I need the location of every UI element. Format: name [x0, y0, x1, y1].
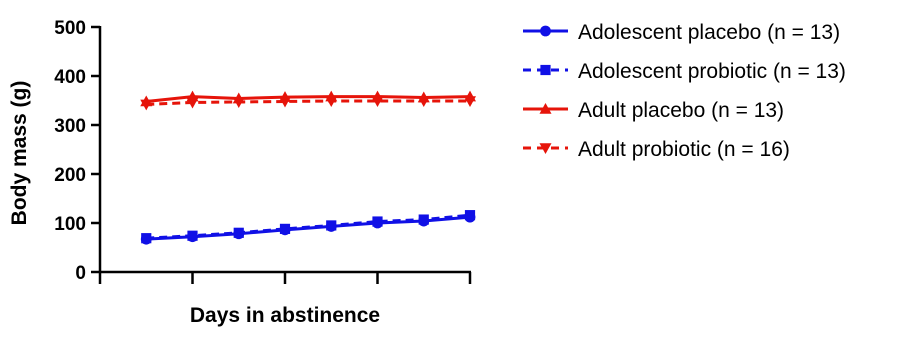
data-point: [371, 96, 384, 107]
legend-label: Adult probiotic (n = 16): [578, 138, 790, 161]
data-point: [539, 103, 552, 114]
x-axis-title: Days in abstinence: [190, 304, 380, 327]
data-point: [232, 97, 245, 108]
y-tick-label: 200: [54, 165, 86, 186]
data-point: [418, 214, 429, 225]
y-tick-label: 0: [75, 263, 86, 284]
data-point: [325, 96, 338, 107]
data-point: [141, 233, 152, 244]
data-point: [372, 216, 383, 227]
data-point: [326, 220, 337, 231]
data-point: [279, 96, 291, 108]
series: [140, 96, 476, 111]
series-line: [146, 99, 470, 106]
legend-item: Adult placebo (n = 13): [523, 99, 784, 122]
data-point: [279, 223, 291, 234]
y-tick-label: 300: [54, 116, 86, 137]
plot-area: [140, 90, 476, 245]
series: [141, 210, 476, 244]
legend-label: Adolescent probiotic (n = 13): [578, 60, 846, 83]
legend-label: Adult placebo (n = 13): [578, 99, 784, 122]
y-axis-title: Body mass (g): [8, 81, 31, 226]
data-point: [540, 64, 551, 76]
data-point: [140, 99, 153, 111]
y-tick-label: 400: [54, 67, 86, 88]
y-tick-label: 500: [54, 18, 86, 39]
data-point: [233, 227, 244, 238]
legend-item: Adult probiotic (n = 16): [523, 138, 790, 161]
data-point: [540, 25, 551, 37]
axes: 0 100 200 300 400 500: [54, 18, 472, 284]
series-line: [146, 95, 471, 103]
legend: Adolescent placebo (n = 13) Adolescent pr…: [523, 21, 846, 161]
legend-item: Adolescent probiotic (n = 13): [523, 60, 846, 83]
data-point: [539, 143, 552, 154]
data-point: [464, 96, 476, 107]
data-point: [417, 96, 430, 107]
legend-item: Adolescent placebo (n = 13): [523, 21, 840, 44]
data-point: [464, 210, 476, 221]
data-point: [187, 230, 198, 241]
series-line: [146, 213, 471, 240]
legend-label: Adolescent placebo (n = 13): [578, 21, 840, 44]
data-point: [186, 97, 199, 109]
y-tick-label: 100: [54, 214, 86, 235]
